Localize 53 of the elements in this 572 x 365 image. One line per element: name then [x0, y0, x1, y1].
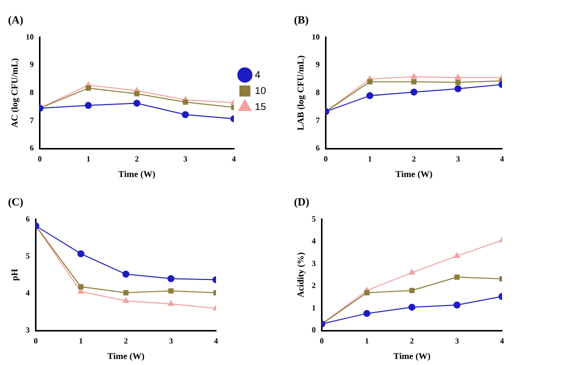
x-axis-title: Time (W) [118, 168, 156, 179]
y-tick-label: 9 [30, 60, 34, 70]
y-tick-label: 7 [30, 116, 34, 125]
x-tick-label: 3 [454, 336, 459, 346]
x-tick-label: 0 [38, 154, 42, 164]
x-tick-label: 1 [364, 336, 369, 346]
y-tick-label: 3 [312, 258, 316, 268]
x-tick-label: 0 [324, 154, 328, 164]
y-tick-label: 0 [312, 326, 316, 335]
x-tick-label: 1 [368, 154, 372, 164]
legend-label: 4 [254, 70, 261, 81]
y-tick-label: 5 [26, 251, 30, 260]
y-tick-label: 4 [26, 288, 30, 298]
y-tick-label: 9 [316, 60, 320, 70]
chart-title: (D) [294, 196, 310, 208]
x-tick-label: 4 [232, 154, 236, 164]
x-tick-label: 2 [410, 336, 414, 346]
y-axis-title: LAB (log CFU/mL) [296, 55, 306, 130]
y-axis-title: AC (log CFU/mL) [10, 58, 20, 128]
x-axis-title: Time (W) [395, 168, 432, 179]
x-tick-label: 1 [86, 154, 90, 164]
y-tick-label: 8 [30, 88, 34, 97]
y-tick-label: 10 [312, 32, 320, 42]
x-tick-label: 3 [456, 154, 460, 164]
y-axis-title: Acidity (%) [296, 252, 306, 298]
x-axis-title: Time (W) [393, 350, 430, 361]
y-tick-label: 6 [316, 144, 320, 153]
legend-label: 15 [254, 102, 266, 113]
x-tick-label: 3 [183, 154, 188, 164]
x-axis-title: Time (W) [107, 350, 144, 361]
x-tick-label: 1 [78, 336, 83, 346]
y-tick-label: 4 [312, 236, 316, 246]
chart-title: (C) [8, 196, 24, 208]
y-tick-label: 8 [316, 88, 320, 97]
y-tick-label: 3 [26, 326, 30, 335]
chart-title: (A) [8, 14, 24, 26]
x-tick-label: 4 [214, 336, 218, 346]
x-tick-label: 4 [500, 154, 504, 164]
y-tick-label: 6 [30, 144, 34, 153]
y-tick-label: 6 [26, 214, 30, 224]
x-tick-label: 4 [500, 336, 504, 346]
chart-title: (B) [294, 14, 309, 26]
y-tick-label: 1 [312, 303, 316, 312]
x-tick-label: 2 [134, 154, 139, 164]
legend-label: 10 [254, 86, 266, 97]
y-tick-label: 5 [312, 214, 316, 224]
x-tick-label: 2 [412, 154, 416, 164]
y-axis-title: pH [10, 268, 20, 281]
y-tick-label: 7 [316, 116, 320, 125]
x-tick-label: 2 [124, 336, 128, 346]
x-tick-label: 3 [168, 336, 173, 346]
y-tick-label: 10 [26, 32, 34, 42]
y-tick-label: 2 [312, 281, 316, 290]
